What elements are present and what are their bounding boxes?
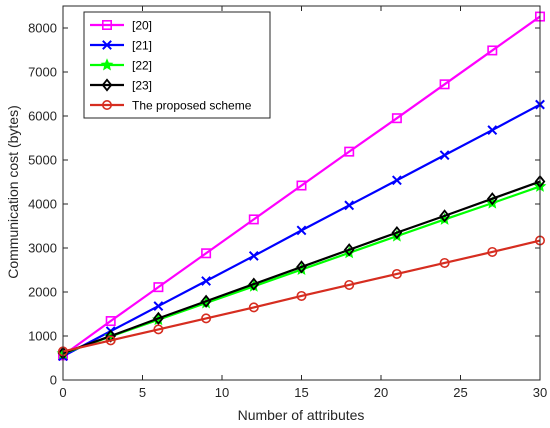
circle-marker (153, 324, 164, 335)
x-marker (153, 301, 164, 311)
legend-label: [23] (132, 79, 152, 93)
y-tick-label: 7000 (28, 65, 57, 80)
legend-entry: [20] (90, 19, 152, 33)
x-tick-label: 15 (294, 385, 308, 400)
x-marker (102, 40, 112, 50)
square-marker (439, 79, 450, 90)
legend-label: The proposed scheme (132, 99, 252, 113)
y-tick-label: 1000 (28, 329, 57, 344)
circle-marker (248, 302, 259, 313)
legend-entry: [21] (90, 39, 152, 53)
diamond-marker (101, 78, 113, 92)
legend-entry: [23] (90, 78, 152, 93)
diamond-marker (486, 192, 498, 206)
x-tick-label: 10 (215, 385, 229, 400)
x-marker (391, 175, 402, 186)
circle-marker (296, 290, 307, 301)
circle-marker (439, 257, 450, 268)
diamond-marker (200, 294, 212, 308)
diamond-marker (391, 225, 403, 240)
circle-marker (105, 335, 116, 346)
diamond-marker (343, 243, 355, 257)
circle-marker (487, 246, 498, 257)
square-marker (102, 19, 113, 30)
diamond-marker (439, 209, 450, 223)
circle-marker (344, 279, 355, 290)
legend-label: [22] (132, 59, 152, 73)
series-4 (57, 174, 546, 360)
diamond-marker (153, 311, 164, 326)
x-tick-label: 20 (374, 385, 388, 400)
series-line (62, 15, 541, 357)
y-tick-label: 5000 (28, 153, 57, 168)
diamond-marker (296, 260, 307, 274)
x-tick-label: 25 (453, 385, 467, 400)
square-marker (391, 113, 402, 124)
y-tick-label: 3000 (28, 241, 57, 256)
square-marker (248, 214, 259, 225)
legend-entry: [22] (90, 58, 152, 73)
x-marker (296, 225, 307, 236)
square-marker (105, 316, 116, 327)
x-marker (201, 276, 212, 286)
legend-label: [20] (132, 19, 152, 33)
square-marker (153, 282, 164, 293)
square-marker (344, 146, 355, 157)
y-tick-label: 0 (50, 373, 57, 388)
circle-marker (391, 268, 402, 279)
x-tick-label: 0 (59, 385, 66, 400)
square-marker (201, 248, 212, 259)
x-marker (487, 125, 498, 135)
x-marker (248, 251, 259, 261)
y-tick-label: 4000 (28, 197, 57, 212)
axes: 0 5 10 15 20 25 30 0 1000 2000 3000 4000 5000 6000 700… (28, 5, 547, 400)
x-marker (344, 200, 355, 211)
square-marker (296, 180, 307, 191)
x-marker (439, 150, 450, 161)
legend-entry: The proposed scheme (90, 99, 252, 113)
series-line (62, 180, 541, 355)
y-tick-label: 8000 (28, 21, 57, 36)
x-tick-label: 5 (139, 385, 146, 400)
series-line (62, 239, 541, 353)
star-marker (100, 58, 114, 71)
y-tick-label: 2000 (28, 285, 57, 300)
circle-marker (201, 313, 212, 324)
legend: [20] [21] [22] [23] The proposed scheme (83, 11, 271, 119)
x-axis-label: Number of attributes (238, 407, 365, 423)
y-tick-label: 6000 (28, 109, 57, 124)
series-layer (56, 11, 547, 362)
y-axis-label: Communication cost (bytes) (5, 105, 21, 279)
legend-label: [21] (132, 39, 152, 53)
circle-marker (102, 100, 113, 111)
diamond-marker (248, 277, 260, 291)
square-marker (487, 45, 498, 56)
x-tick-label: 30 (533, 385, 547, 400)
